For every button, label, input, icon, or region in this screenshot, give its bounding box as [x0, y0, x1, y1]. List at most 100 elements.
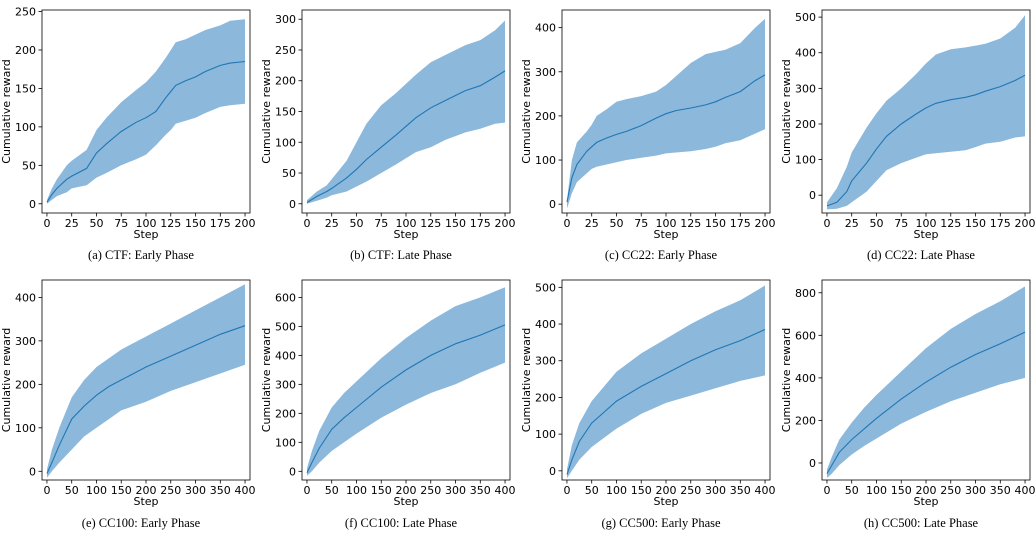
confidence-band-7-1 [567, 285, 765, 479]
x-axis-label: Step [133, 495, 158, 508]
x-tick-label: 100 [346, 484, 367, 497]
y-tick-label: 100 [15, 121, 36, 134]
x-tick-label: 50 [869, 217, 883, 230]
y-tick-label: 0 [29, 465, 36, 478]
subplot-caption: (h) CC500: Late Phase [864, 516, 979, 530]
y-tick-label: 400 [535, 318, 556, 331]
y-tick-label: 300 [275, 13, 296, 26]
confidence-band-4-1 [827, 15, 1025, 210]
subplot-3: 0 25 50 75 100 125 150 175 2000100200300400StepC… [520, 9, 776, 262]
subplot-caption: (g) CC500: Early Phase [601, 516, 721, 530]
mean-line-1-1 [46, 60, 246, 203]
confidence-band-5-1 [47, 284, 245, 478]
x-axis-label: Step [913, 495, 938, 508]
y-tick-label: 150 [15, 82, 36, 95]
y-tick-label: 250 [275, 44, 296, 57]
x-tick-label: 400 [235, 484, 256, 497]
subplot-caption: (d) CC22: Late Phase [867, 248, 975, 262]
y-tick-label: 0 [289, 465, 296, 478]
y-tick-label: 0 [29, 198, 36, 211]
y-tick-label: 100 [275, 136, 296, 149]
x-tick-label: 250 [160, 484, 181, 497]
y-tick-label: 600 [275, 291, 296, 304]
x-tick-label: 150 [371, 484, 392, 497]
y-tick-label: 0 [809, 457, 816, 470]
y-axis-label: Cumulative reward [520, 59, 533, 163]
y-tick-label: 300 [535, 355, 556, 368]
x-tick-label: 75 [634, 217, 648, 230]
subplot-caption: (e) CC100: Early Phase [82, 516, 201, 530]
y-tick-label: 100 [15, 422, 36, 435]
y-tick-label: 0 [289, 198, 296, 211]
x-tick-label: 125 [420, 217, 441, 230]
x-tick-label: 175 [730, 217, 751, 230]
x-tick-label: 300 [445, 484, 466, 497]
y-tick-label: 400 [275, 349, 296, 362]
y-tick-label: 500 [795, 11, 816, 24]
y-tick-label: 200 [535, 110, 556, 123]
y-tick-label: 400 [795, 372, 816, 385]
x-tick-label: 0 [563, 217, 570, 230]
x-tick-label: 350 [990, 484, 1011, 497]
x-tick-label: 100 [656, 217, 677, 230]
subplot-2: 0 25 50 75 100 125 150 175 200050100150200250300… [260, 9, 516, 262]
subplot-caption: (b) CTF: Late Phase [350, 248, 452, 262]
x-tick-label: 50 [349, 217, 363, 230]
subplot-1: 0 25 50 75 100 125 150 175 200050100150200250Ste… [0, 6, 256, 262]
y-axis-label: Cumulative reward [260, 328, 273, 432]
x-tick-label: 350 [730, 484, 751, 497]
x-tick-label: 25 [65, 217, 79, 230]
y-tick-label: 100 [535, 428, 556, 441]
x-tick-label: 0 [563, 484, 570, 497]
y-tick-label: 100 [535, 154, 556, 167]
mean-line-2-1 [306, 70, 506, 203]
x-tick-label: 50 [325, 484, 339, 497]
y-tick-label: 200 [535, 391, 556, 404]
x-tick-label: 250 [940, 484, 961, 497]
x-tick-label: 200 [235, 217, 256, 230]
x-tick-label: 350 [470, 484, 491, 497]
x-tick-label: 100 [866, 484, 887, 497]
x-tick-label: 250 [420, 484, 441, 497]
y-tick-label: 0 [549, 465, 556, 478]
x-tick-label: 400 [1015, 484, 1036, 497]
confidence-band-2-1 [307, 20, 505, 204]
y-tick-label: 50 [22, 159, 36, 172]
y-tick-label: 200 [795, 118, 816, 131]
y-axis-label: Cumulative reward [780, 59, 793, 163]
x-tick-label: 175 [470, 217, 491, 230]
y-tick-label: 200 [15, 44, 36, 57]
x-tick-label: 150 [111, 484, 132, 497]
y-axis-label: Cumulative reward [780, 328, 793, 432]
mean-line-7-1 [566, 328, 766, 475]
y-tick-label: 400 [535, 22, 556, 35]
x-tick-label: 400 [755, 484, 776, 497]
x-tick-label: 150 [631, 484, 652, 497]
x-axis-label: Step [133, 228, 158, 241]
subplot-8: 0 50 100 150 200 250 300 350 4000200400600800Ste… [780, 279, 1036, 530]
y-tick-label: 50 [282, 167, 296, 180]
x-tick-label: 0 [43, 484, 50, 497]
y-tick-label: 300 [795, 82, 816, 95]
mean-line-8-1 [826, 331, 1026, 474]
x-tick-label: 100 [916, 217, 937, 230]
x-tick-label: 300 [965, 484, 986, 497]
x-tick-label: 0 [303, 484, 310, 497]
x-tick-label: 75 [894, 217, 908, 230]
y-tick-label: 400 [795, 47, 816, 60]
y-tick-label: 200 [275, 407, 296, 420]
x-tick-label: 25 [585, 217, 599, 230]
y-tick-label: 0 [809, 189, 816, 202]
y-axis-label: Cumulative reward [0, 59, 13, 163]
x-tick-label: 0 [43, 217, 50, 230]
x-tick-label: 50 [65, 484, 79, 497]
x-tick-label: 0 [823, 217, 830, 230]
x-tick-label: 150 [185, 217, 206, 230]
y-tick-label: 150 [275, 106, 296, 119]
x-tick-label: 50 [845, 484, 859, 497]
y-tick-label: 800 [795, 287, 816, 300]
x-tick-label: 300 [185, 484, 206, 497]
x-tick-label: 50 [89, 217, 103, 230]
x-axis-label: Step [653, 228, 678, 241]
x-tick-label: 150 [965, 217, 986, 230]
